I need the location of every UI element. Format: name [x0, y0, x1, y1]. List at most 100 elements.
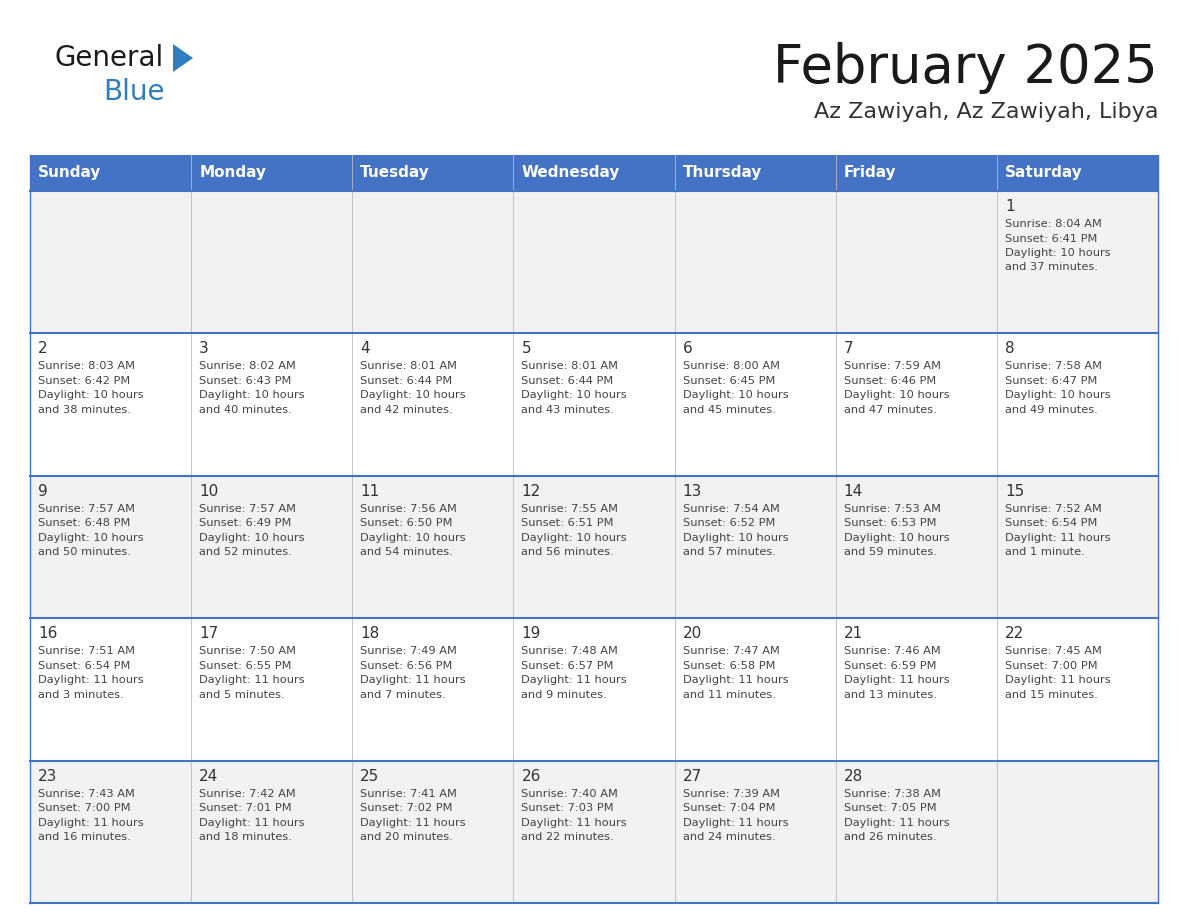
Text: Sunset: 6:56 PM: Sunset: 6:56 PM — [360, 661, 453, 671]
Text: Daylight: 10 hours: Daylight: 10 hours — [200, 532, 305, 543]
Bar — [30, 476, 191, 618]
Text: and 52 minutes.: and 52 minutes. — [200, 547, 292, 557]
Text: Sunset: 6:44 PM: Sunset: 6:44 PM — [360, 375, 453, 386]
Text: Daylight: 11 hours: Daylight: 11 hours — [1005, 532, 1111, 543]
Bar — [513, 761, 675, 903]
Text: Sunrise: 7:39 AM: Sunrise: 7:39 AM — [683, 789, 779, 799]
Text: Sunrise: 8:01 AM: Sunrise: 8:01 AM — [360, 362, 457, 372]
Text: Sunrise: 7:52 AM: Sunrise: 7:52 AM — [1005, 504, 1101, 514]
Text: and 59 minutes.: and 59 minutes. — [843, 547, 936, 557]
Text: Daylight: 11 hours: Daylight: 11 hours — [683, 676, 789, 685]
Bar — [30, 155, 1158, 191]
Text: Daylight: 11 hours: Daylight: 11 hours — [522, 676, 627, 685]
Text: Sunset: 7:03 PM: Sunset: 7:03 PM — [522, 803, 614, 813]
Bar — [997, 476, 1158, 618]
Text: and 56 minutes.: and 56 minutes. — [522, 547, 614, 557]
Text: and 45 minutes.: and 45 minutes. — [683, 405, 776, 415]
Text: Daylight: 10 hours: Daylight: 10 hours — [683, 390, 789, 400]
Text: 6: 6 — [683, 341, 693, 356]
Text: Daylight: 11 hours: Daylight: 11 hours — [38, 676, 144, 685]
Text: Daylight: 10 hours: Daylight: 10 hours — [522, 532, 627, 543]
Text: Sunset: 6:41 PM: Sunset: 6:41 PM — [1005, 233, 1098, 243]
Text: Sunrise: 7:57 AM: Sunrise: 7:57 AM — [200, 504, 296, 514]
Text: Sunrise: 7:51 AM: Sunrise: 7:51 AM — [38, 646, 135, 656]
Text: Daylight: 11 hours: Daylight: 11 hours — [1005, 676, 1111, 685]
Text: 7: 7 — [843, 341, 853, 356]
Text: and 42 minutes.: and 42 minutes. — [360, 405, 453, 415]
Text: 13: 13 — [683, 484, 702, 498]
Text: Az Zawiyah, Az Zawiyah, Libya: Az Zawiyah, Az Zawiyah, Libya — [814, 102, 1158, 122]
Text: and 49 minutes.: and 49 minutes. — [1005, 405, 1098, 415]
Bar — [191, 761, 353, 903]
Text: 1: 1 — [1005, 199, 1015, 214]
Text: Sunrise: 8:04 AM: Sunrise: 8:04 AM — [1005, 219, 1101, 229]
Text: Daylight: 10 hours: Daylight: 10 hours — [843, 532, 949, 543]
Text: Sunrise: 7:50 AM: Sunrise: 7:50 AM — [200, 646, 296, 656]
Text: and 9 minutes.: and 9 minutes. — [522, 689, 607, 700]
Text: Daylight: 11 hours: Daylight: 11 hours — [200, 676, 305, 685]
Text: Sunset: 6:44 PM: Sunset: 6:44 PM — [522, 375, 614, 386]
Text: Daylight: 10 hours: Daylight: 10 hours — [1005, 390, 1111, 400]
Text: Daylight: 11 hours: Daylight: 11 hours — [360, 676, 466, 685]
Text: 5: 5 — [522, 341, 531, 356]
Text: Daylight: 10 hours: Daylight: 10 hours — [200, 390, 305, 400]
Text: Sunrise: 7:40 AM: Sunrise: 7:40 AM — [522, 789, 619, 799]
Bar — [30, 333, 191, 476]
Text: Sunrise: 7:42 AM: Sunrise: 7:42 AM — [200, 789, 296, 799]
Text: Friday: Friday — [843, 165, 897, 181]
Text: and 38 minutes.: and 38 minutes. — [38, 405, 131, 415]
Text: Sunrise: 7:41 AM: Sunrise: 7:41 AM — [360, 789, 457, 799]
Text: Saturday: Saturday — [1005, 165, 1082, 181]
Bar — [675, 618, 835, 761]
Text: Daylight: 11 hours: Daylight: 11 hours — [200, 818, 305, 828]
Bar — [835, 333, 997, 476]
Text: Daylight: 10 hours: Daylight: 10 hours — [683, 532, 789, 543]
Bar — [30, 618, 191, 761]
Text: Daylight: 11 hours: Daylight: 11 hours — [843, 818, 949, 828]
Text: 9: 9 — [38, 484, 48, 498]
Text: and 47 minutes.: and 47 minutes. — [843, 405, 936, 415]
Bar — [675, 761, 835, 903]
Bar — [513, 333, 675, 476]
Bar — [513, 191, 675, 333]
Text: 12: 12 — [522, 484, 541, 498]
Text: and 20 minutes.: and 20 minutes. — [360, 832, 453, 842]
Bar — [997, 761, 1158, 903]
Text: Daylight: 10 hours: Daylight: 10 hours — [360, 390, 466, 400]
Text: Sunrise: 8:00 AM: Sunrise: 8:00 AM — [683, 362, 779, 372]
Text: and 13 minutes.: and 13 minutes. — [843, 689, 936, 700]
Bar — [513, 618, 675, 761]
Text: 26: 26 — [522, 768, 541, 784]
Text: and 24 minutes.: and 24 minutes. — [683, 832, 776, 842]
Text: Sunset: 6:54 PM: Sunset: 6:54 PM — [38, 661, 131, 671]
Text: and 54 minutes.: and 54 minutes. — [360, 547, 453, 557]
Text: 25: 25 — [360, 768, 380, 784]
Bar — [675, 333, 835, 476]
Text: Sunrise: 7:43 AM: Sunrise: 7:43 AM — [38, 789, 135, 799]
Text: Sunrise: 7:53 AM: Sunrise: 7:53 AM — [843, 504, 941, 514]
Text: Sunrise: 7:55 AM: Sunrise: 7:55 AM — [522, 504, 619, 514]
Text: 4: 4 — [360, 341, 369, 356]
Text: Sunset: 7:00 PM: Sunset: 7:00 PM — [38, 803, 131, 813]
Text: Sunset: 7:02 PM: Sunset: 7:02 PM — [360, 803, 453, 813]
Bar — [191, 333, 353, 476]
Text: 19: 19 — [522, 626, 541, 641]
Text: Sunrise: 7:46 AM: Sunrise: 7:46 AM — [843, 646, 941, 656]
Bar — [675, 476, 835, 618]
Text: February 2025: February 2025 — [773, 42, 1158, 94]
Text: Daylight: 10 hours: Daylight: 10 hours — [38, 532, 144, 543]
Text: Sunset: 6:42 PM: Sunset: 6:42 PM — [38, 375, 131, 386]
Text: Sunset: 6:59 PM: Sunset: 6:59 PM — [843, 661, 936, 671]
Bar — [835, 191, 997, 333]
Text: General: General — [55, 44, 164, 72]
Text: Sunset: 6:57 PM: Sunset: 6:57 PM — [522, 661, 614, 671]
Text: Daylight: 11 hours: Daylight: 11 hours — [522, 818, 627, 828]
Bar — [353, 761, 513, 903]
Text: Sunset: 7:00 PM: Sunset: 7:00 PM — [1005, 661, 1098, 671]
Text: Daylight: 11 hours: Daylight: 11 hours — [843, 676, 949, 685]
Text: and 1 minute.: and 1 minute. — [1005, 547, 1085, 557]
Text: Thursday: Thursday — [683, 165, 762, 181]
Text: Sunset: 7:04 PM: Sunset: 7:04 PM — [683, 803, 775, 813]
Text: Daylight: 10 hours: Daylight: 10 hours — [843, 390, 949, 400]
Text: and 15 minutes.: and 15 minutes. — [1005, 689, 1098, 700]
